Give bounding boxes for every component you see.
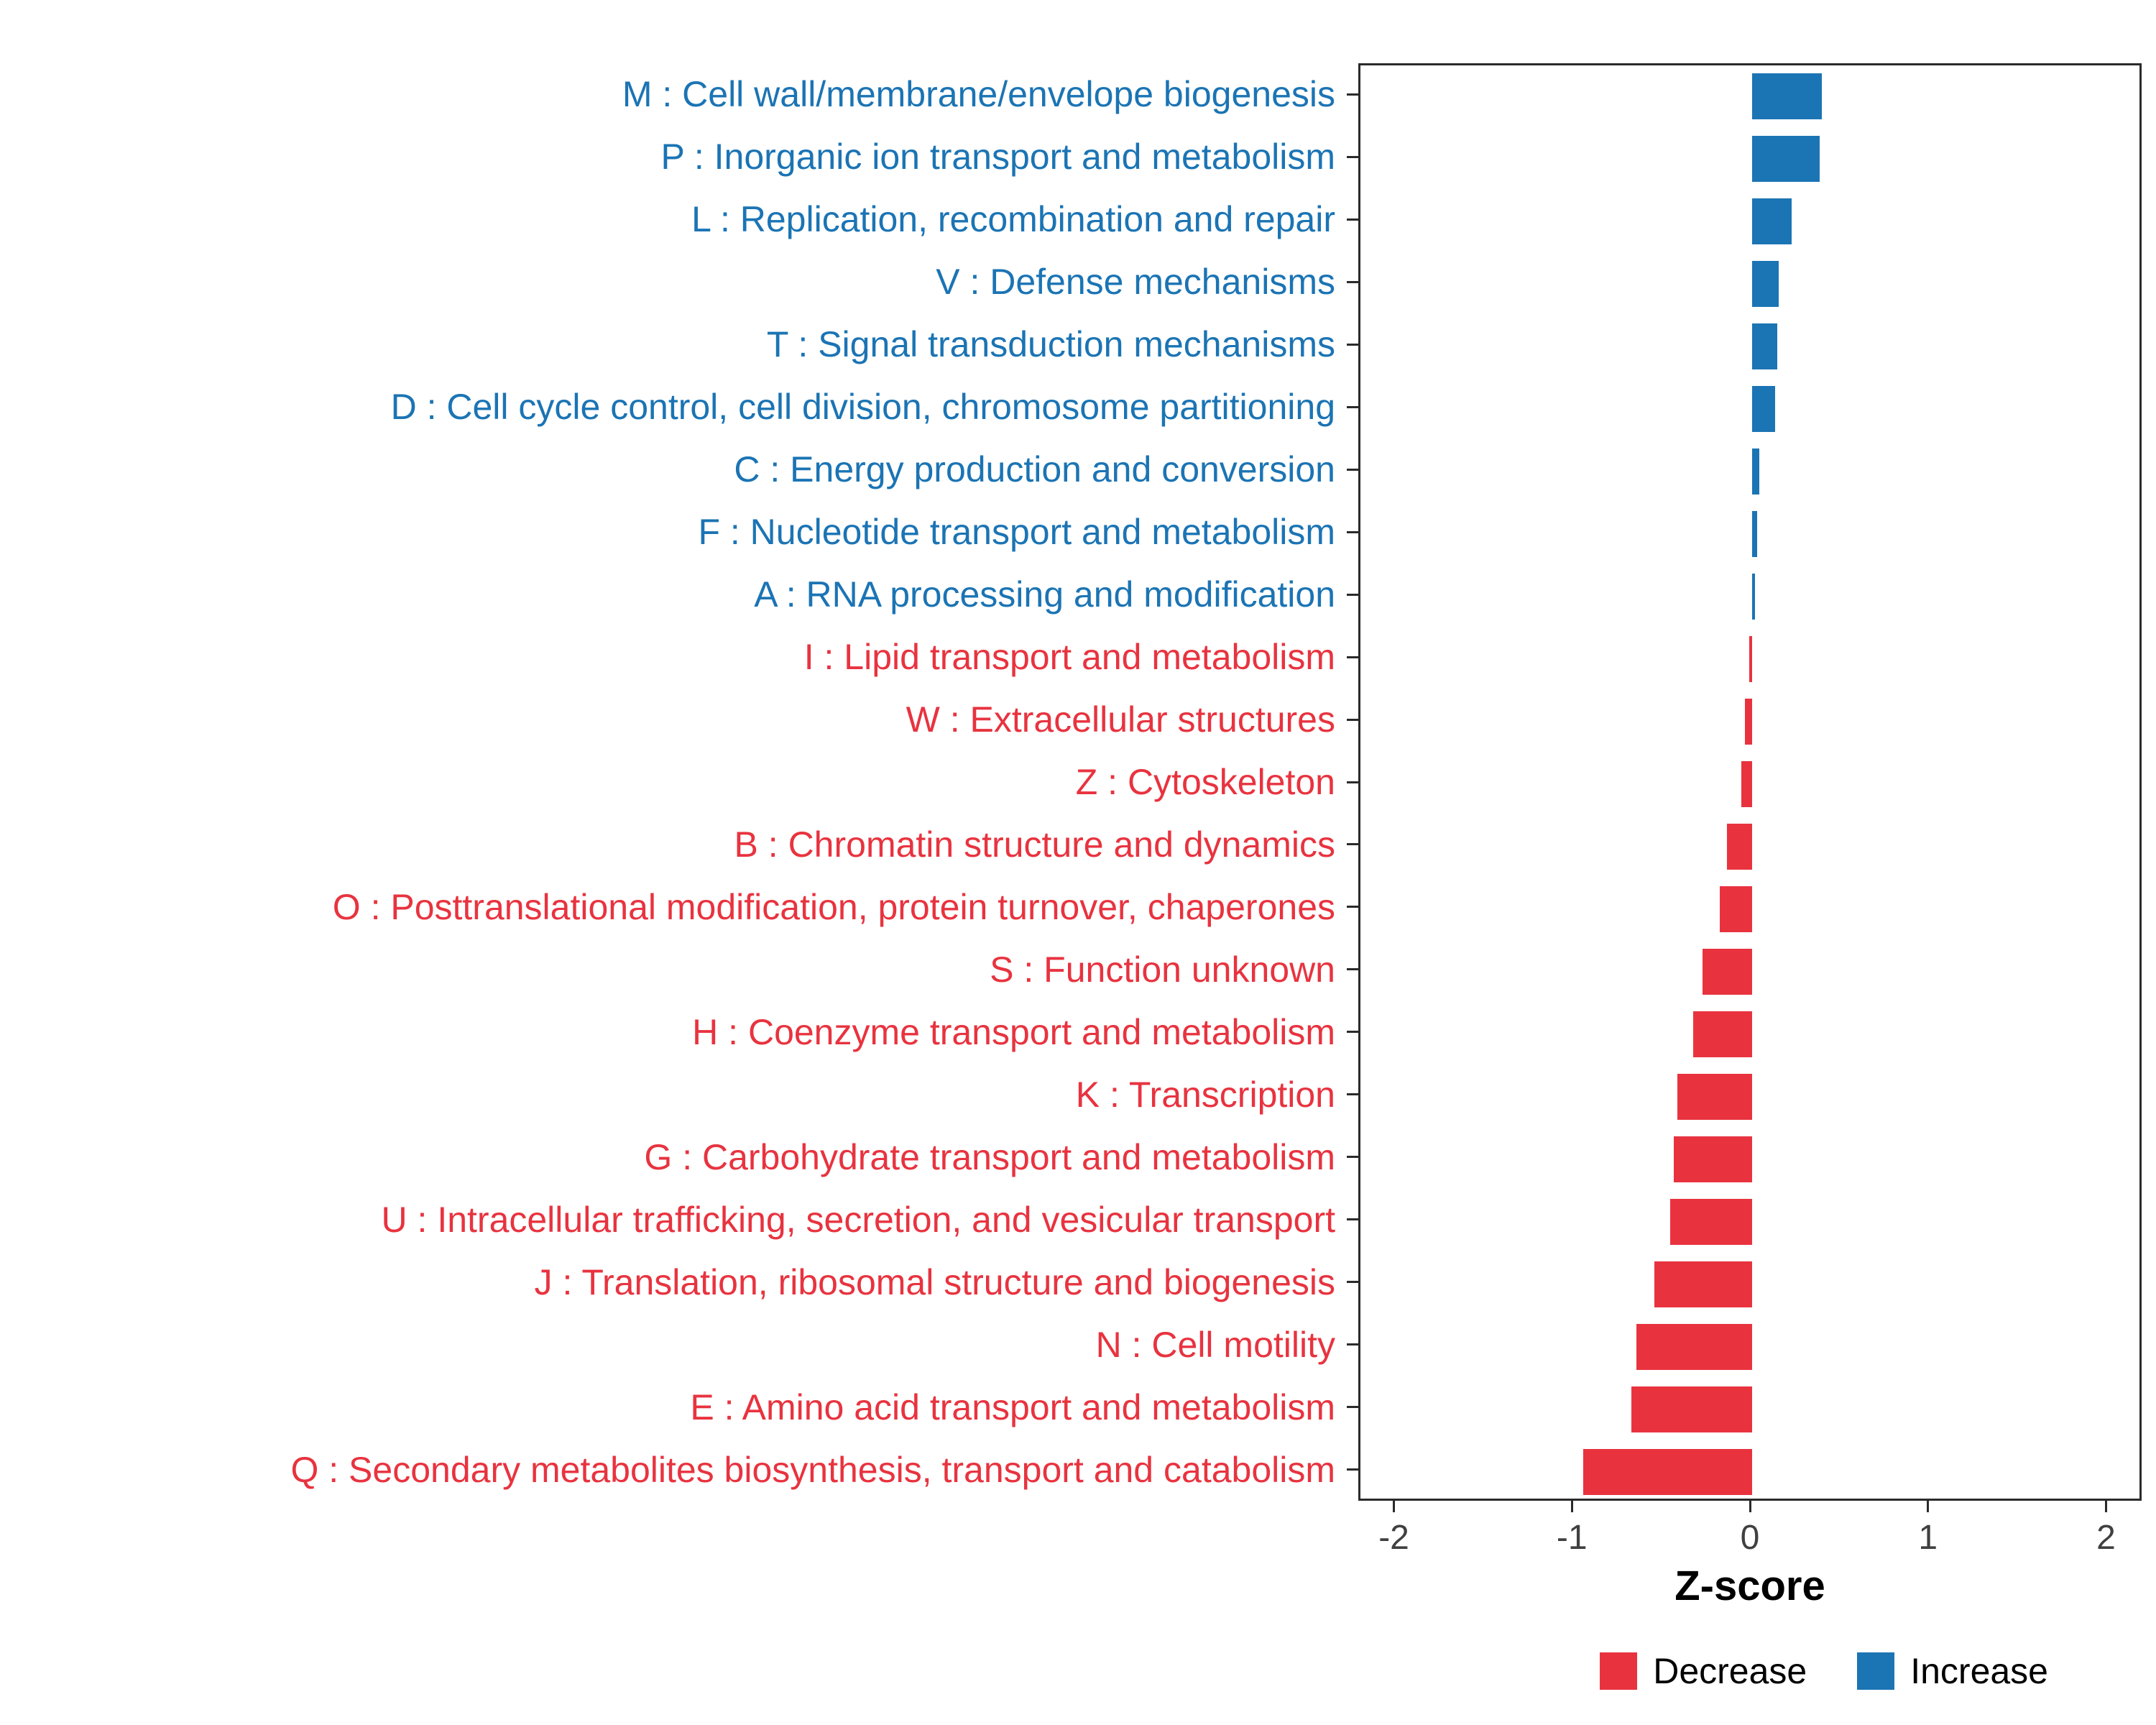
bar-K bbox=[1677, 1073, 1752, 1120]
y-axis-tick bbox=[1347, 593, 1358, 596]
y-axis-tick bbox=[1347, 1406, 1358, 1409]
x-axis-tick-label: -1 bbox=[1556, 1519, 1588, 1557]
category-label: G : Carbohydrate transport and metabolis… bbox=[644, 1136, 1335, 1177]
category-label-column: M : Cell wall/membrane/envelope biogenes… bbox=[0, 63, 1335, 1501]
plot-panel bbox=[1358, 63, 2142, 1501]
legend: Decrease Increase bbox=[1600, 1646, 2048, 1696]
bar-U bbox=[1670, 1198, 1752, 1245]
y-axis-tick bbox=[1347, 906, 1358, 908]
bar-J bbox=[1654, 1261, 1752, 1307]
y-axis-tick bbox=[1347, 968, 1358, 971]
category-label: Q : Secondary metabolites biosynthesis, … bbox=[290, 1449, 1335, 1490]
x-axis-tick bbox=[1393, 1501, 1396, 1512]
category-label: E : Amino acid transport and metabolism bbox=[690, 1386, 1335, 1427]
x-axis-tick-label: -2 bbox=[1378, 1519, 1409, 1557]
y-axis-tick bbox=[1347, 218, 1358, 221]
bar-G bbox=[1674, 1136, 1752, 1182]
y-axis-tick bbox=[1347, 1093, 1358, 1096]
category-label: W : Extracellular structures bbox=[906, 699, 1335, 740]
bar-M bbox=[1752, 73, 1822, 120]
legend-item-increase: Increase bbox=[1857, 1652, 2048, 1690]
bar-H bbox=[1693, 1011, 1752, 1057]
category-label: D : Cell cycle control, cell division, c… bbox=[390, 387, 1335, 428]
category-label: I : Lipid transport and metabolism bbox=[803, 637, 1335, 678]
bar-P bbox=[1752, 136, 1820, 183]
category-label: M : Cell wall/membrane/envelope biogenes… bbox=[622, 74, 1335, 115]
y-axis-tick bbox=[1347, 718, 1358, 721]
category-label: P : Inorganic ion transport and metaboli… bbox=[660, 137, 1335, 178]
bar-W bbox=[1745, 699, 1752, 745]
category-label: B : Chromatin structure and dynamics bbox=[734, 824, 1335, 865]
category-label: A : RNA processing and modification bbox=[754, 574, 1335, 615]
legend-item-decrease: Decrease bbox=[1600, 1652, 1807, 1690]
category-label: O : Posttranslational modification, prot… bbox=[332, 886, 1335, 927]
legend-label-decrease: Decrease bbox=[1653, 1651, 1807, 1691]
category-label: H : Coenzyme transport and metabolism bbox=[692, 1011, 1335, 1052]
bar-C bbox=[1752, 448, 1759, 495]
category-label: T : Signal transduction mechanisms bbox=[766, 324, 1335, 365]
y-axis-tick bbox=[1347, 405, 1358, 408]
category-label: S : Function unknown bbox=[990, 949, 1335, 990]
x-axis-tick bbox=[1749, 1501, 1751, 1512]
x-axis-tick bbox=[1570, 1501, 1573, 1512]
x-axis-tick bbox=[1927, 1501, 1930, 1512]
y-axis-tick bbox=[1347, 280, 1358, 283]
category-label: L : Replication, recombination and repai… bbox=[691, 199, 1335, 240]
y-axis-tick bbox=[1347, 530, 1358, 533]
bar-I bbox=[1749, 636, 1752, 683]
category-label: U : Intracellular trafficking, secretion… bbox=[381, 1199, 1335, 1240]
category-label: Z : Cytoskeleton bbox=[1075, 761, 1335, 802]
bar-Z bbox=[1741, 761, 1752, 807]
bar-V bbox=[1752, 261, 1779, 308]
x-axis-tick-label: 0 bbox=[1740, 1519, 1760, 1557]
y-axis-tick bbox=[1347, 781, 1358, 783]
y-axis-tick bbox=[1347, 1281, 1358, 1284]
category-label: F : Nucleotide transport and metabolism bbox=[698, 512, 1335, 553]
y-axis-tick bbox=[1347, 1343, 1358, 1346]
bar-E bbox=[1631, 1386, 1752, 1432]
x-axis-tick bbox=[2104, 1501, 2107, 1512]
y-axis-tick bbox=[1347, 843, 1358, 846]
y-axis-tick bbox=[1347, 468, 1358, 471]
legend-swatch-decrease bbox=[1600, 1652, 1638, 1690]
bar-F bbox=[1752, 511, 1758, 558]
y-axis-tick bbox=[1347, 93, 1358, 96]
bar-S bbox=[1702, 948, 1752, 995]
x-axis-title: Z-score bbox=[1674, 1563, 1825, 1609]
bar-Q bbox=[1583, 1448, 1752, 1495]
category-label: K : Transcription bbox=[1075, 1074, 1335, 1115]
bar-D bbox=[1752, 386, 1776, 433]
y-axis-tick bbox=[1347, 1156, 1358, 1159]
bar-L bbox=[1752, 198, 1792, 245]
y-axis-tick bbox=[1347, 343, 1358, 346]
legend-swatch-increase bbox=[1857, 1652, 1895, 1690]
y-axis-tick bbox=[1347, 1031, 1358, 1034]
legend-label-increase: Increase bbox=[1910, 1651, 2048, 1691]
category-label: N : Cell motility bbox=[1095, 1324, 1335, 1365]
bar-O bbox=[1720, 886, 1752, 932]
x-axis-tick-label: 1 bbox=[1918, 1519, 1938, 1557]
category-label: J : Translation, ribosomal structure and… bbox=[534, 1261, 1335, 1302]
category-label: C : Energy production and conversion bbox=[734, 449, 1335, 490]
category-label: V : Defense mechanisms bbox=[936, 262, 1335, 303]
bar-T bbox=[1752, 323, 1777, 370]
y-axis-tick bbox=[1347, 1468, 1358, 1471]
x-axis-tick-label: 2 bbox=[2096, 1519, 2116, 1557]
bar-A bbox=[1752, 574, 1755, 620]
bar-N bbox=[1636, 1323, 1752, 1370]
y-axis-tick bbox=[1347, 155, 1358, 158]
y-axis-tick bbox=[1347, 1218, 1358, 1221]
y-axis-tick bbox=[1347, 656, 1358, 658]
bar-B bbox=[1727, 823, 1752, 870]
